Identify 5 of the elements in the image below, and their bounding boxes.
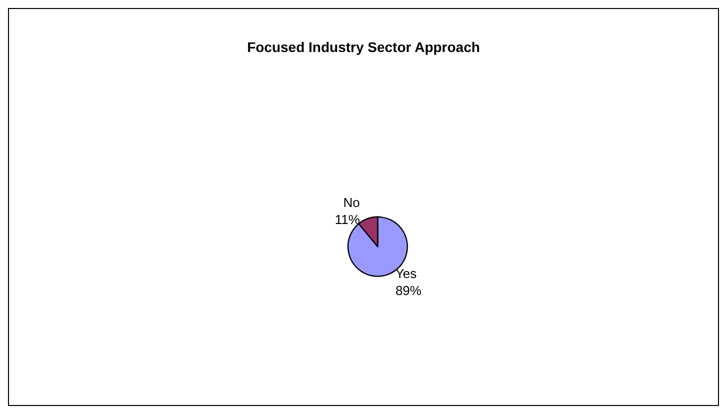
data-label: 89% bbox=[395, 283, 422, 298]
slice-label: Yes bbox=[395, 266, 418, 282]
data-label: 11% bbox=[334, 212, 360, 228]
slice-label: No bbox=[343, 195, 360, 210]
chart-title: Focused Industry Sector Approach bbox=[247, 39, 480, 55]
